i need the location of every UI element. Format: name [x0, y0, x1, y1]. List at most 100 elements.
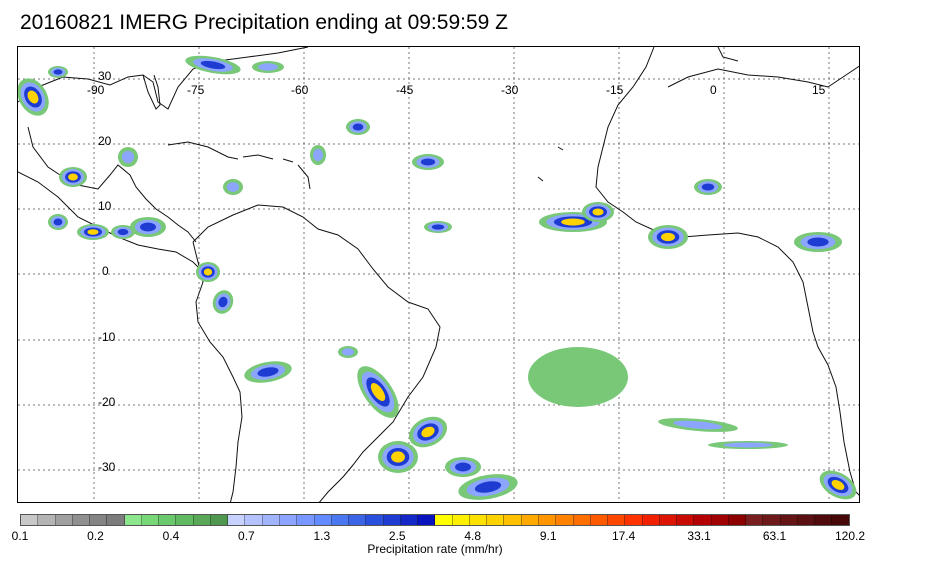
rain-cell — [200, 60, 226, 70]
colorbar-swatch — [21, 515, 39, 525]
colorbar-swatch — [504, 515, 522, 525]
lon-label-7: 0 — [710, 83, 717, 97]
colorbar-tick-label: 1.3 — [313, 529, 331, 543]
rain-cell — [831, 479, 845, 491]
colorbar-swatch — [452, 515, 470, 525]
lon-label-8: 15 — [812, 83, 826, 97]
lat-label-3: 10 — [98, 199, 112, 213]
rain-cell — [807, 237, 829, 247]
colorbar-tick-label: 0.2 — [87, 529, 104, 543]
rain-cell — [391, 451, 405, 463]
colorbar-swatch — [176, 515, 194, 525]
colorbar-tick-label: 0.1 — [11, 529, 29, 543]
rain-cell — [27, 90, 39, 104]
lon-label-4: -45 — [396, 83, 414, 97]
colorbar-swatch — [38, 515, 56, 525]
colorbar-swatch — [642, 515, 660, 525]
colorbar-swatch — [159, 515, 177, 525]
colorbar-swatch — [349, 515, 367, 525]
colorbar-swatch — [418, 515, 436, 525]
colorbar-swatch — [487, 515, 505, 525]
colorbar-swatch — [400, 515, 419, 525]
precipitation-field — [18, 55, 857, 500]
colorbar-swatch — [228, 515, 246, 525]
rain-cell — [474, 481, 502, 493]
colorbar-swatch — [677, 515, 695, 525]
lon-label-6: -15 — [606, 83, 624, 97]
colorbar-swatch — [245, 515, 263, 525]
rain-cell — [431, 224, 445, 230]
rain-cell — [352, 123, 364, 131]
colorbar-swatch — [763, 515, 781, 525]
colorbar-tick-label: 2.5 — [388, 529, 406, 543]
colorbar-tick-label: 4.8 — [464, 529, 482, 543]
rain-cell — [203, 268, 213, 276]
rain-cell — [661, 232, 675, 242]
colorbar-tick-label: 9.1 — [539, 529, 557, 543]
lon-label-5: -30 — [501, 83, 519, 97]
colorbar-swatch — [659, 515, 678, 525]
map-title: 20160821 IMERG Precipitation ending at 0… — [20, 11, 508, 34]
lat-label-7: -30 — [98, 460, 116, 474]
colorbar-swatch — [573, 515, 591, 525]
lat-label-1: 30 — [98, 69, 112, 83]
colorbar-swatch — [780, 515, 798, 525]
rain-cell — [561, 218, 585, 226]
colorbar-tick-label: 0.4 — [162, 529, 180, 543]
lat-label-5: -10 — [98, 330, 116, 344]
precipitation-map — [17, 46, 860, 503]
rain-cell — [341, 348, 355, 356]
rain-cell — [117, 228, 129, 236]
colorbar-swatch — [72, 515, 91, 525]
colorbar-swatch — [90, 515, 108, 525]
colorbar-swatch — [141, 515, 160, 525]
rain-cell — [258, 63, 278, 71]
rain-cell — [723, 442, 773, 448]
lat-label-4: 0 — [102, 264, 109, 278]
colorbar-swatch — [279, 515, 298, 525]
colorbar-swatch — [314, 515, 332, 525]
colorbar-swatch — [124, 515, 142, 525]
colorbar-swatch — [55, 515, 73, 525]
rain-cell — [121, 150, 135, 164]
map-canvas — [18, 47, 859, 502]
colorbar-tick-label: 63.1 — [762, 529, 787, 543]
colorbar-title: Precipitation rate (mm/hr) — [367, 542, 503, 556]
rain-cell — [87, 229, 99, 235]
lat-label-6: -20 — [98, 395, 116, 409]
colorbar-tick-label: 33.1 — [687, 529, 711, 543]
colorbar-swatch — [832, 515, 849, 525]
colorbar-swatch — [694, 515, 712, 525]
colorbar-tick-label: 0.7 — [238, 529, 255, 543]
colorbar-tick-label: 120.2 — [834, 529, 866, 543]
lon-label-2: -75 — [187, 83, 205, 97]
rain-cell — [421, 426, 435, 438]
colorbar-swatch — [107, 515, 125, 525]
rain-cell — [140, 222, 156, 232]
colorbar-swatch — [331, 515, 350, 525]
colorbar-swatch — [366, 515, 384, 525]
colorbar-swatch — [797, 515, 816, 525]
rain-cell — [420, 158, 436, 166]
rain-cell — [313, 148, 323, 162]
colorbar-swatch — [608, 515, 626, 525]
colorbar-swatch — [210, 515, 229, 525]
colorbar-tick-label: 17.4 — [611, 529, 636, 543]
colorbar-swatch — [193, 515, 211, 525]
rain-cell — [673, 420, 723, 430]
rain-cell — [257, 367, 279, 377]
rain-cell — [68, 173, 78, 181]
lon-label-3: -60 — [291, 83, 309, 97]
colorbar-swatch — [521, 515, 539, 525]
colorbar-swatch — [746, 515, 764, 525]
colorbar-swatch — [728, 515, 747, 525]
rain-cell — [53, 69, 63, 75]
colorbar-swatch — [262, 515, 280, 525]
rain-cell — [701, 183, 715, 191]
rain-cell — [53, 218, 63, 226]
rain-cell — [370, 383, 386, 401]
colorbar-swatch — [625, 515, 643, 525]
colorbar-swatch — [383, 515, 401, 525]
colorbar-swatch — [469, 515, 488, 525]
rain-cell — [528, 347, 628, 407]
